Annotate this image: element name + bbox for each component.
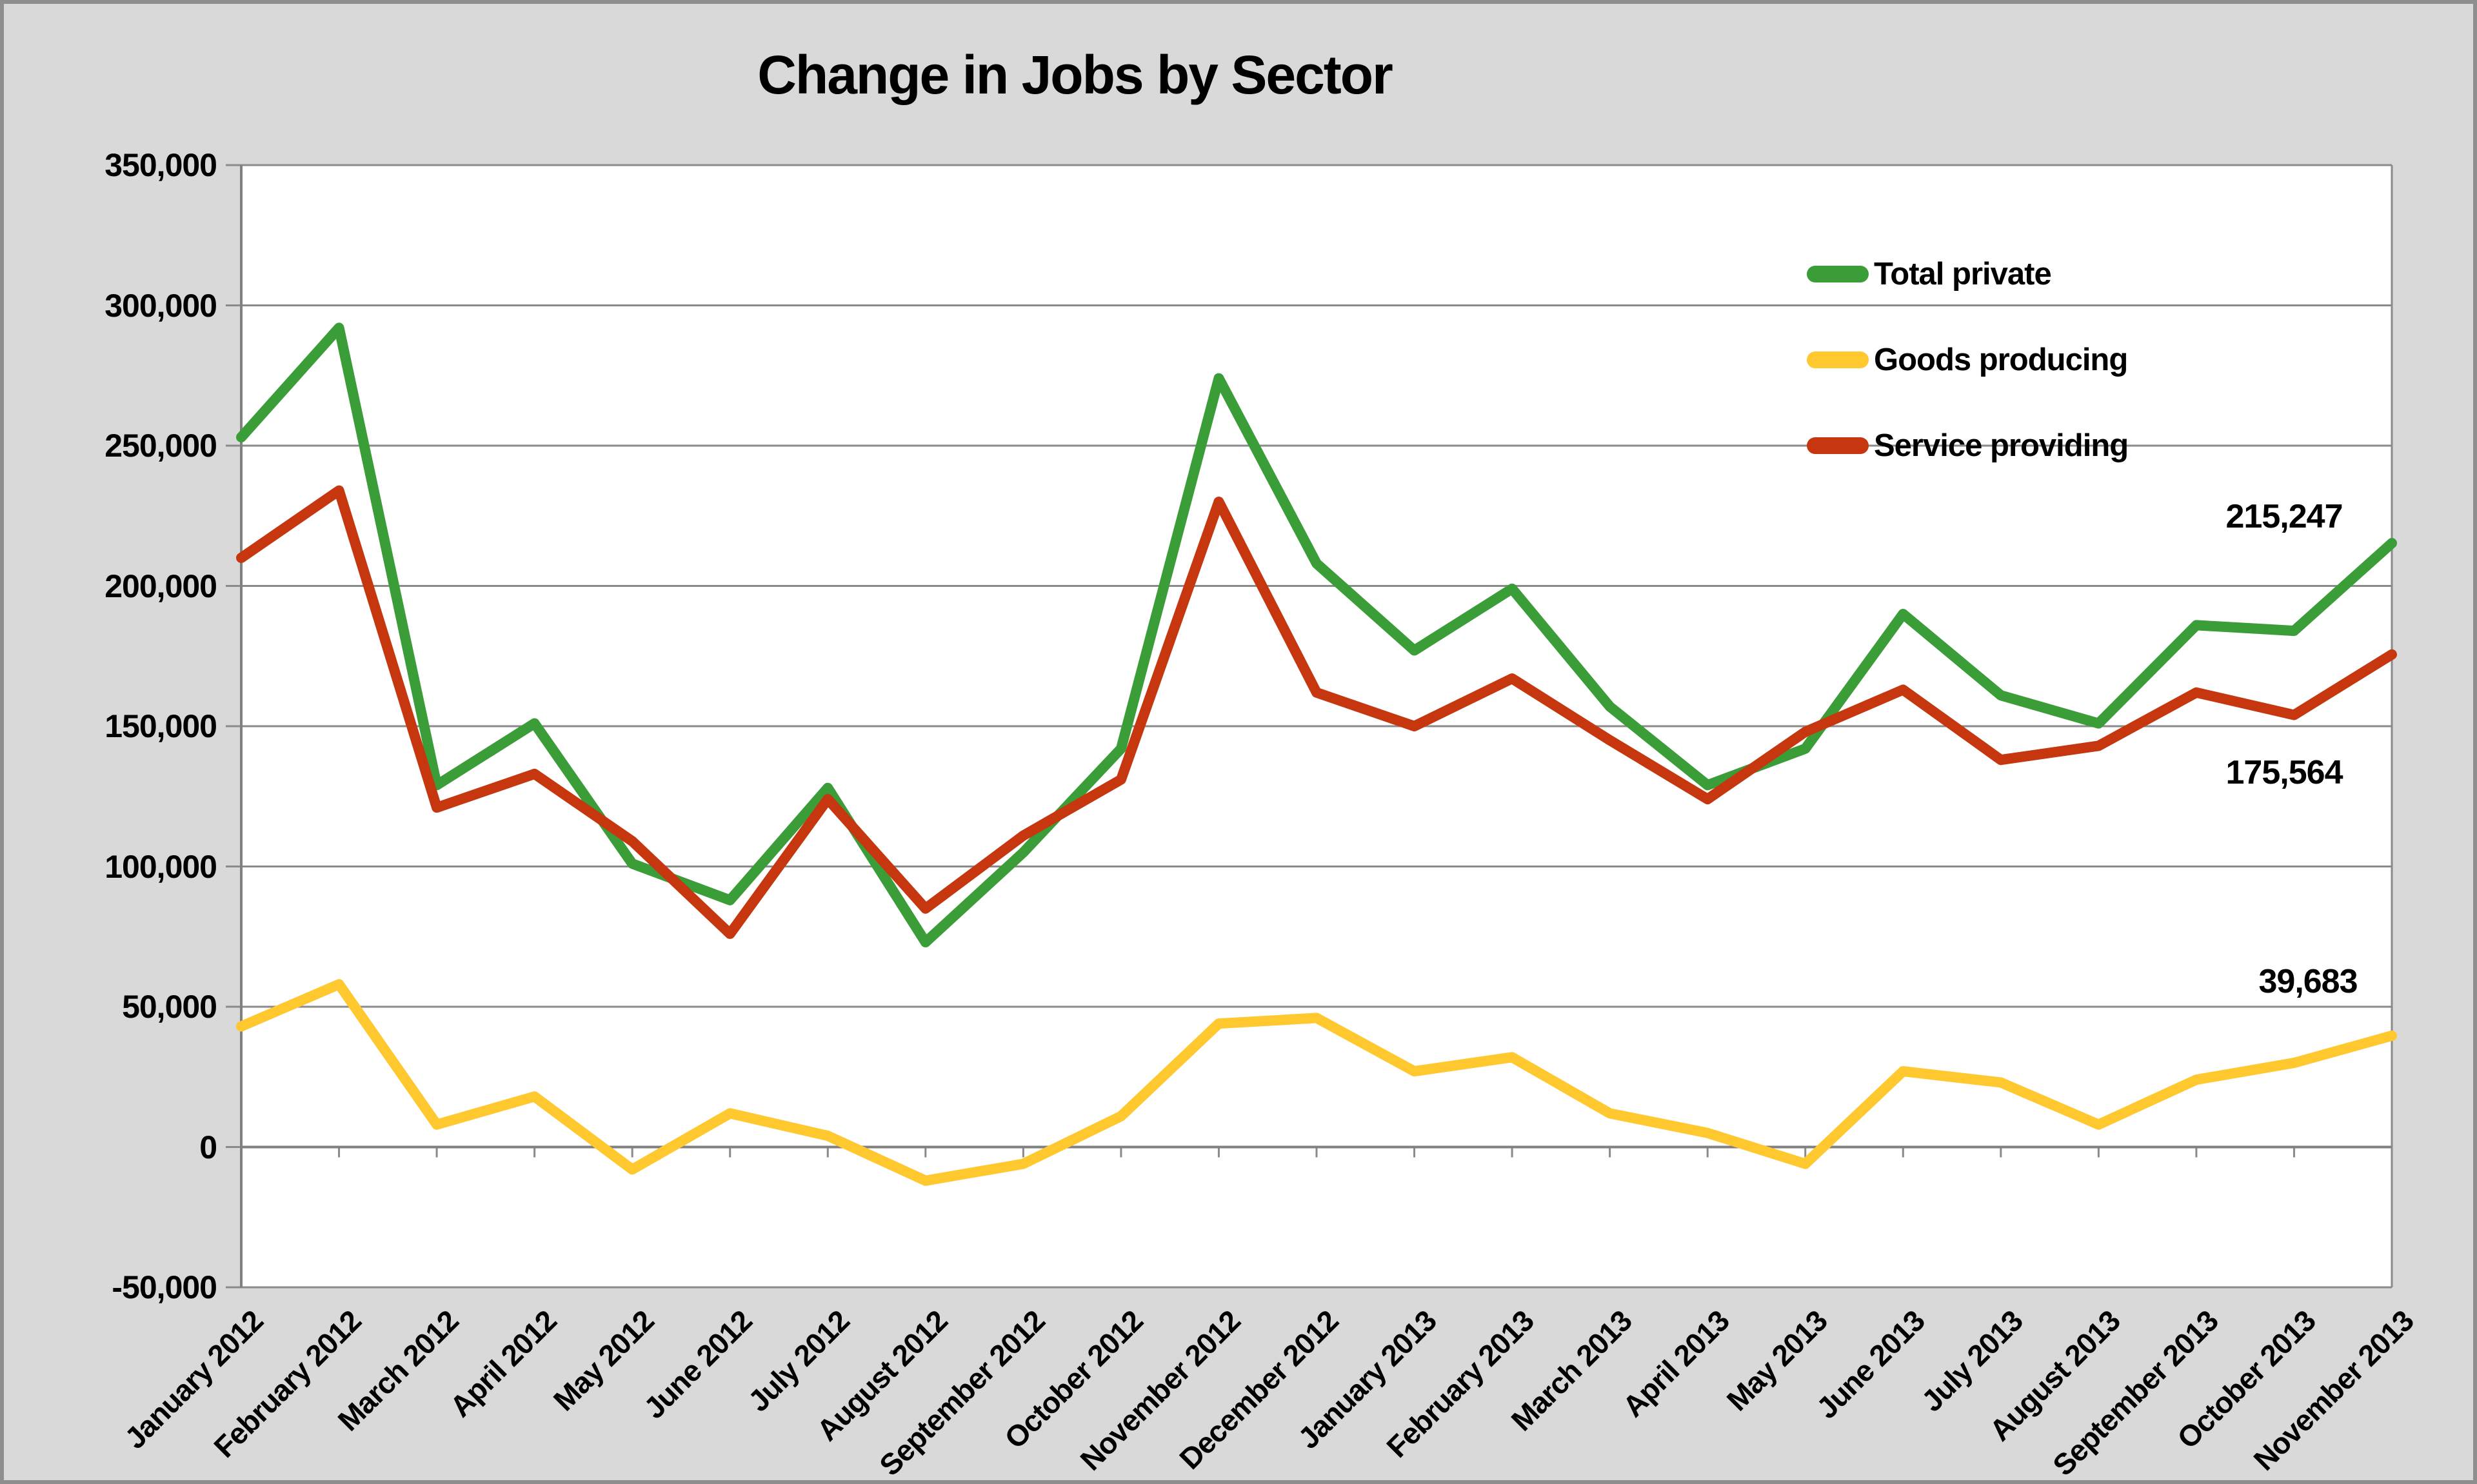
legend-swatch-total-private: [1807, 265, 1869, 282]
legend-label: Service providing: [1874, 428, 2129, 463]
legend-item-goods-producing: Goods producing: [1807, 317, 2128, 402]
y-axis-tick-label: 100,000: [104, 848, 217, 885]
y-axis-tick-label: -50,000: [112, 1269, 217, 1305]
legend-item-service-providing: Service providing: [1807, 402, 2129, 488]
series-line-service-providing: [236, 485, 2397, 939]
legend-swatch-service-providing: [1807, 437, 1869, 454]
end-value-label-service-providing: 175,564: [2225, 754, 2343, 791]
series-line-goods-producing: [236, 979, 2397, 1186]
y-axis-tick-label: 50,000: [122, 989, 217, 1025]
legend-item-total-private: Total private: [1807, 231, 2128, 317]
y-axis-tick-label: 300,000: [104, 287, 217, 324]
plot-area: [226, 164, 2397, 1289]
end-value-label-total-private: 215,247: [2225, 498, 2343, 535]
y-axis-tick-label: 200,000: [104, 568, 217, 604]
end-value-label-goods-producing: 39,683: [2258, 963, 2358, 1000]
legend-label: Total private: [1874, 256, 2052, 292]
chart-title: Change in Jobs by Sector: [757, 45, 1393, 105]
legend-swatch-goods-producing: [1807, 351, 1869, 368]
legend: Total private Goods producing Service pr…: [1807, 231, 2129, 488]
y-axis-tick-label: 0: [199, 1129, 217, 1165]
y-axis-tick-label: 350,000: [104, 147, 217, 183]
legend-label: Goods producing: [1874, 342, 2128, 377]
y-axis-tick-label: 250,000: [104, 428, 217, 464]
y-axis-tick-label: 150,000: [104, 708, 217, 744]
